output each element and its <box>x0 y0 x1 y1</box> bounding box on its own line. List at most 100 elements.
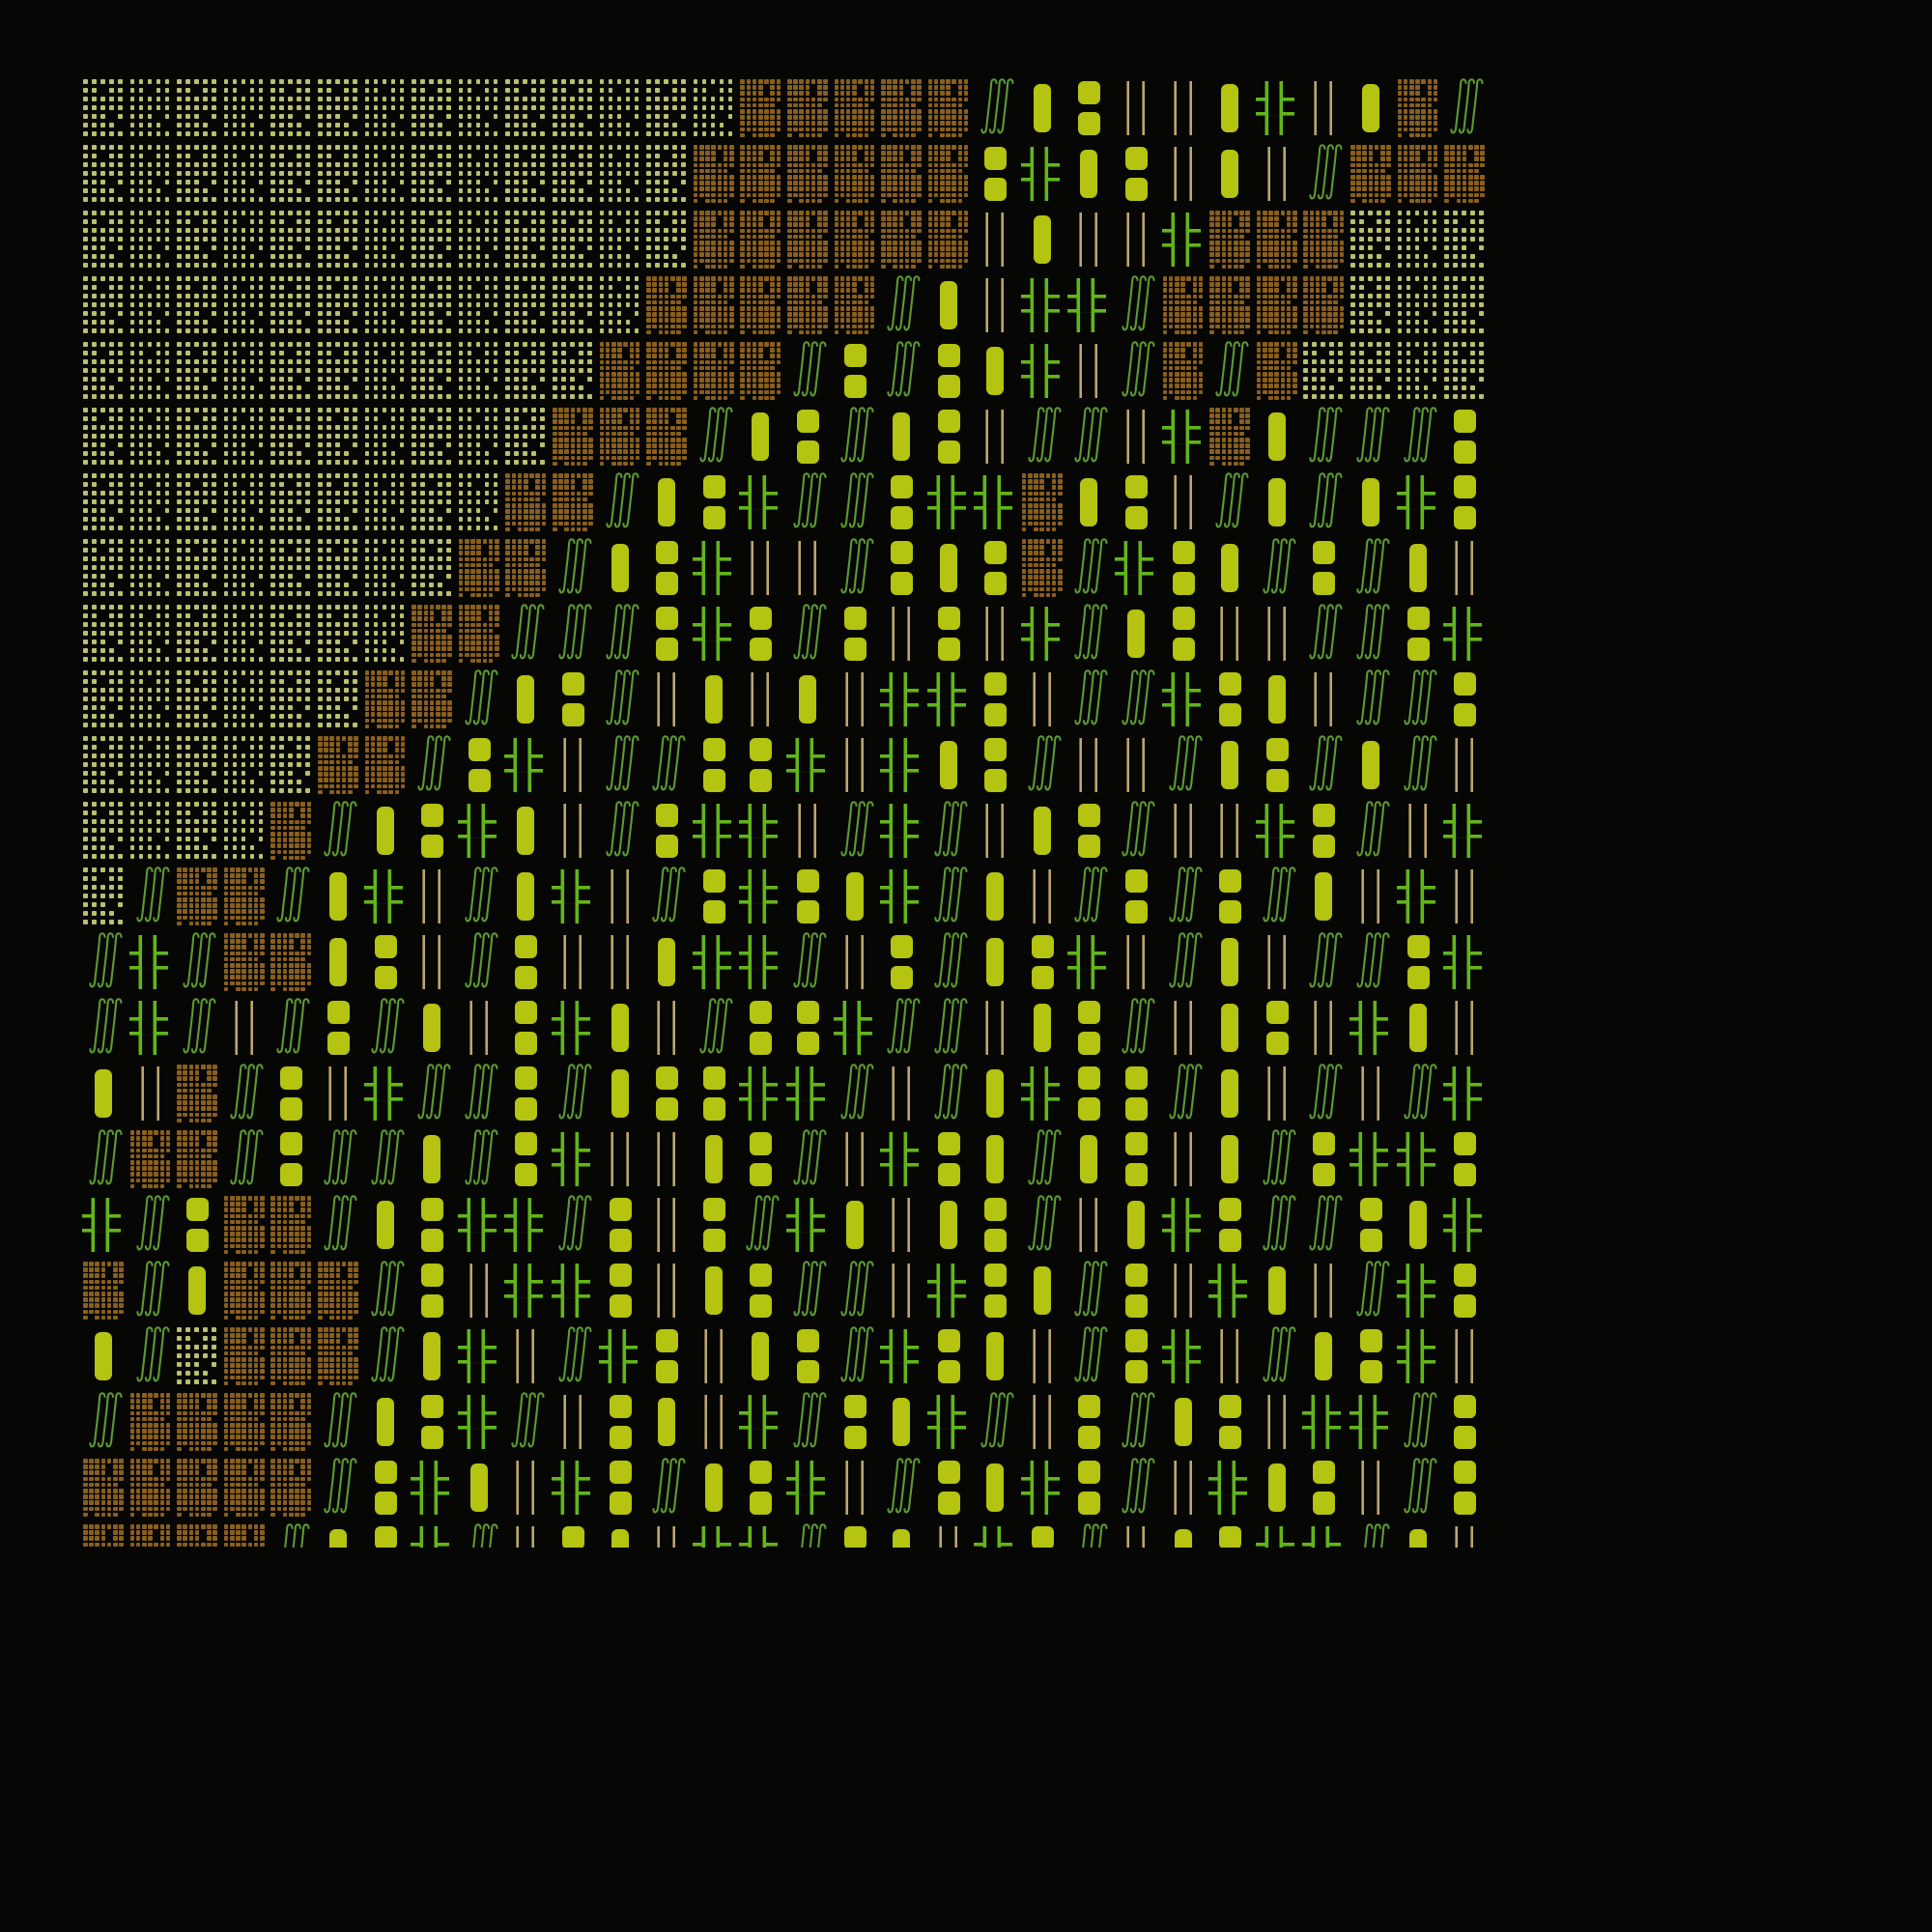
glyph-cell-light-shade-olive <box>502 404 550 469</box>
glyph-cell-double-cross <box>737 798 784 864</box>
glyph-cell-triple-integral <box>456 929 503 995</box>
glyph-cell-triple-integral <box>1300 469 1348 535</box>
glyph-cell-stacked-rounded-squares <box>737 995 784 1061</box>
glyph-cell-light-shade-olive <box>550 141 597 207</box>
glyph-cell-stacked-rounded-squares <box>784 1323 832 1389</box>
glyph-cell-triple-integral <box>832 535 879 601</box>
glyph-cell-double-cross <box>1160 1192 1208 1258</box>
glyph-cell-light-shade-olive <box>315 469 362 535</box>
glyph-cell-stacked-rounded-squares <box>1300 1126 1348 1192</box>
glyph-cell-triple-integral <box>456 1061 503 1126</box>
glyph-row <box>80 1258 1489 1323</box>
glyph-cell-medium-shade-brown <box>643 404 691 469</box>
glyph-grid <box>80 75 1489 1548</box>
glyph-cell-medium-shade-brown <box>784 272 832 338</box>
glyph-cell-double-cross <box>550 1258 597 1323</box>
glyph-cell-double-cross <box>1019 1455 1066 1520</box>
glyph-cell-light-shade-olive <box>1395 207 1442 272</box>
glyph-cell-triple-integral <box>174 995 221 1061</box>
glyph-cell-triple-integral <box>784 1258 832 1323</box>
glyph-cell-stacked-rounded-squares <box>362 929 410 995</box>
glyph-cell-stacked-rounded-squares <box>1348 1192 1395 1258</box>
glyph-cell-stacked-rounded-squares <box>784 864 832 929</box>
glyph-cell-stacked-rounded-squares <box>1441 1389 1489 1455</box>
glyph-cell-triple-integral <box>1065 404 1113 469</box>
glyph-cell-vertical-bar <box>1207 798 1254 864</box>
glyph-cell-vertical-bar <box>643 995 691 1061</box>
glyph-cell-triple-integral <box>1300 929 1348 995</box>
glyph-cell-vertical-bar <box>1160 141 1208 207</box>
glyph-cell-stacked-rounded-squares <box>972 1258 1019 1323</box>
glyph-cell-stacked-rounded-squares <box>691 732 738 798</box>
glyph-cell-stacked-rounded-squares <box>972 667 1019 732</box>
glyph-cell-rounded-block-tall <box>1207 75 1254 141</box>
glyph-cell-triple-integral <box>597 601 644 667</box>
glyph-cell-vertical-bar <box>550 929 597 995</box>
glyph-cell-stacked-rounded-squares <box>502 929 550 995</box>
glyph-cell-medium-shade-brown <box>737 338 784 404</box>
glyph-cell-light-shade-olive <box>1300 338 1348 404</box>
glyph-cell-vertical-bar <box>1348 864 1395 929</box>
glyph-cell-vertical-bar <box>1441 732 1489 798</box>
glyph-cell-vertical-bar <box>784 798 832 864</box>
glyph-cell-triple-integral <box>550 601 597 667</box>
glyph-cell-stacked-rounded-squares <box>1441 1126 1489 1192</box>
glyph-cell-triple-integral <box>1207 469 1254 535</box>
glyph-cell-medium-shade-brown <box>456 535 503 601</box>
glyph-cell-rounded-block-tall <box>1207 141 1254 207</box>
glyph-cell-rounded-block-tall <box>409 1323 456 1389</box>
glyph-cell-stacked-rounded-squares <box>1065 995 1113 1061</box>
glyph-cell-rounded-block-tall <box>972 1061 1019 1126</box>
glyph-cell-double-cross <box>878 1126 925 1192</box>
glyph-cell-rounded-block-tall <box>972 1323 1019 1389</box>
glyph-cell-stacked-rounded-squares <box>1441 1455 1489 1520</box>
glyph-cell-light-shade-olive <box>315 272 362 338</box>
glyph-cell-stacked-rounded-squares <box>597 1258 644 1323</box>
glyph-cell-medium-shade-brown <box>1207 207 1254 272</box>
glyph-cell-vertical-bar <box>1113 1520 1160 1548</box>
glyph-cell-stacked-rounded-squares <box>502 1061 550 1126</box>
glyph-cell-vertical-bar <box>221 995 269 1061</box>
glyph-cell-triple-integral <box>1348 929 1395 995</box>
glyph-row <box>80 75 1489 141</box>
glyph-cell-vertical-bar <box>878 1258 925 1323</box>
glyph-cell-medium-shade-brown <box>784 141 832 207</box>
glyph-row <box>80 338 1489 404</box>
glyph-cell-light-shade-olive <box>409 535 456 601</box>
glyph-cell-light-shade-olive <box>80 535 128 601</box>
glyph-cell-light-shade-olive <box>409 338 456 404</box>
glyph-cell-light-shade-olive <box>268 338 315 404</box>
glyph-cell-triple-integral <box>1254 535 1301 601</box>
glyph-row <box>80 207 1489 272</box>
glyph-cell-medium-shade-brown <box>174 864 221 929</box>
glyph-cell-double-cross <box>878 864 925 929</box>
glyph-cell-medium-shade-brown <box>128 1455 175 1520</box>
glyph-row <box>80 1192 1489 1258</box>
glyph-cell-stacked-rounded-squares <box>1065 1455 1113 1520</box>
glyph-cell-triple-integral <box>1254 1323 1301 1389</box>
glyph-cell-vertical-bar <box>643 1126 691 1192</box>
glyph-cell-light-shade-olive <box>221 535 269 601</box>
glyph-cell-light-shade-olive <box>128 601 175 667</box>
glyph-cell-triple-integral <box>1019 1192 1066 1258</box>
glyph-cell-stacked-rounded-squares <box>972 732 1019 798</box>
glyph-cell-light-shade-olive <box>128 535 175 601</box>
glyph-cell-stacked-rounded-squares <box>1300 798 1348 864</box>
glyph-cell-double-cross <box>691 601 738 667</box>
glyph-cell-stacked-rounded-squares <box>925 1323 973 1389</box>
glyph-cell-stacked-rounded-squares <box>1113 1126 1160 1192</box>
glyph-cell-triple-integral <box>925 798 973 864</box>
glyph-cell-rounded-block-tall <box>1395 1192 1442 1258</box>
glyph-cell-stacked-rounded-squares <box>268 1126 315 1192</box>
glyph-cell-vertical-bar <box>1160 75 1208 141</box>
glyph-row <box>80 1455 1489 1520</box>
glyph-cell-vertical-bar <box>597 1126 644 1192</box>
glyph-cell-double-cross <box>456 1389 503 1455</box>
glyph-cell-triple-integral <box>550 1192 597 1258</box>
glyph-cell-vertical-bar <box>972 601 1019 667</box>
glyph-cell-triple-integral <box>597 667 644 732</box>
glyph-cell-light-shade-olive <box>221 338 269 404</box>
glyph-cell-medium-shade-brown <box>550 404 597 469</box>
glyph-cell-stacked-rounded-squares <box>174 1192 221 1258</box>
glyph-cell-light-shade-olive <box>597 141 644 207</box>
